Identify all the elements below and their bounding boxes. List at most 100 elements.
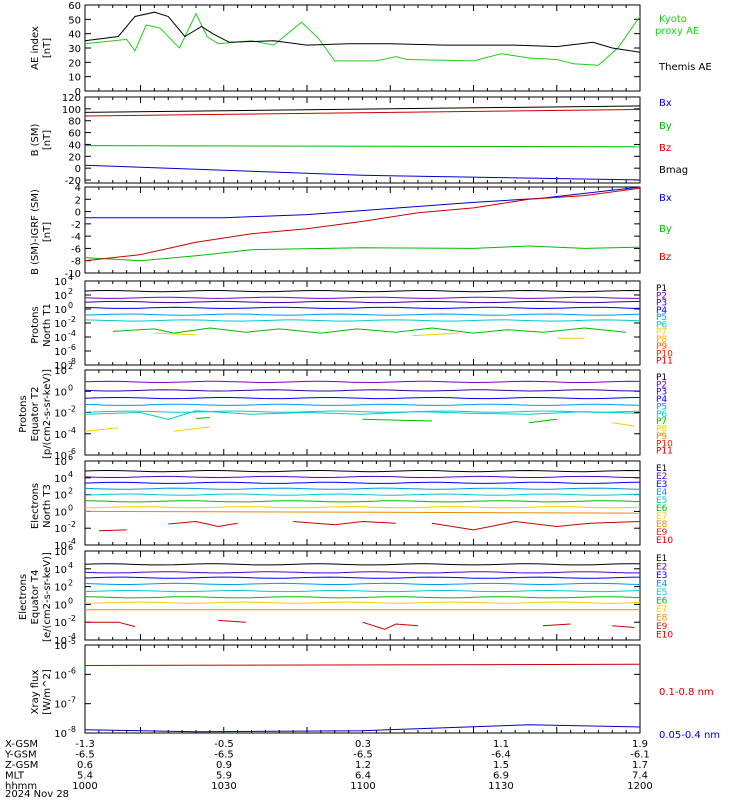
- y-tick-exponent: 0: [68, 503, 73, 512]
- flux-line: [84, 306, 641, 310]
- y-tick-exponent: -8: [68, 357, 76, 366]
- series-line-by: [84, 245, 641, 262]
- flux-line: [84, 389, 641, 392]
- axis-row-value: 1.2: [355, 760, 371, 771]
- y-tick-exponent: -5: [68, 637, 76, 646]
- y-tick-label: 10: [54, 409, 67, 420]
- axis-row-label: hhmm: [5, 781, 37, 792]
- y-tick-label: 10: [54, 583, 67, 594]
- protons-eq-label1: Protons: [18, 395, 29, 432]
- flux-line: [84, 576, 641, 579]
- xray-line: [84, 724, 641, 733]
- y-tick-exponent: -4: [68, 632, 76, 641]
- y-tick-label: 10: [54, 524, 67, 535]
- y-tick-label: 10: [54, 366, 67, 377]
- bsm-unit: [nT]: [42, 130, 53, 150]
- y-tick-exponent: 6: [68, 543, 73, 552]
- axis-row-value: 1200: [627, 781, 652, 792]
- flux-line: [84, 296, 641, 299]
- legend-p6: P6: [656, 410, 667, 420]
- legend-e8: E8: [656, 614, 668, 624]
- axis-row-value: 1.5: [493, 760, 509, 771]
- axis-row-value: -0.5: [214, 739, 234, 750]
- flux-segment: [431, 520, 641, 531]
- legend-e5: E5: [656, 496, 667, 506]
- y-tick-label: 10: [54, 565, 67, 576]
- flux-segment: [612, 625, 635, 628]
- legend-e3: E3: [656, 571, 667, 581]
- y-tick-label: 10: [54, 507, 67, 518]
- legend-p10: P10: [656, 349, 673, 359]
- legend-p2: P2: [656, 291, 667, 301]
- flux-segment: [218, 619, 246, 623]
- flux-line: [84, 475, 640, 479]
- y-tick-exponent: 2: [68, 287, 73, 296]
- axis-row-value: 6.9: [493, 771, 509, 782]
- y-tick-label: 2: [75, 195, 81, 206]
- legend-p8: P8: [656, 425, 667, 435]
- legend-p6: P6: [656, 320, 667, 330]
- panel-frame-3: [84, 186, 641, 274]
- flux-line: [84, 403, 641, 406]
- xray-label1: Xray flux: [30, 670, 41, 715]
- y-tick-label: 10: [54, 670, 67, 681]
- legend-p8: P8: [656, 335, 667, 345]
- flux-line: [84, 300, 641, 304]
- axis-row-label: MLT: [5, 771, 25, 782]
- y-tick-label: 30: [68, 44, 81, 55]
- y-tick-exponent: -2: [68, 614, 76, 623]
- legend-p3: P3: [656, 388, 667, 398]
- protons-eq-label3: [p/(cm2-s-sr-keV)]: [42, 369, 53, 459]
- y-tick-label: 10: [54, 636, 67, 647]
- panel-frame-2: [84, 96, 641, 184]
- y-tick-label: 10: [54, 641, 67, 652]
- y-tick-exponent: -2: [68, 520, 76, 529]
- bsm-ylabel: B (SM): [30, 123, 41, 156]
- y-tick-label: 10: [54, 457, 67, 468]
- y-tick-label: 40: [68, 140, 81, 151]
- y-tick-exponent: -6: [68, 343, 76, 352]
- y-tick-label: 80: [68, 117, 81, 128]
- y-tick-exponent: 0: [68, 301, 73, 310]
- flux-segment: [362, 418, 432, 422]
- axis-row-label: X-GSM: [5, 739, 38, 750]
- axis-row-value: -6.5: [353, 750, 373, 761]
- legend-dby: By: [659, 224, 672, 235]
- y-tick-label: 10: [54, 600, 67, 611]
- flux-line: [84, 493, 641, 496]
- flux-line: [84, 313, 641, 316]
- electrons-eq-label2: Equator T4: [30, 570, 41, 625]
- axis-row-value: 6.4: [355, 771, 371, 782]
- y-tick-label: -6: [71, 244, 81, 255]
- y-tick-label: -10: [65, 269, 81, 280]
- y-tick-label: 10: [54, 729, 67, 740]
- flux-segment: [195, 417, 210, 419]
- flux-segment: [98, 529, 127, 532]
- y-tick-label: 100: [62, 105, 81, 116]
- legend-e10: E10: [656, 536, 673, 546]
- protons-eq-label2: Equator T2: [30, 387, 41, 442]
- y-tick-exponent: -6: [68, 666, 76, 675]
- flux-line: [84, 582, 641, 586]
- y-tick-exponent: -4: [68, 537, 76, 546]
- legend-kyoto: Kyoto: [659, 14, 687, 25]
- flux-line: [84, 469, 641, 473]
- legend-e1: E1: [656, 464, 667, 474]
- legend-p4: P4: [656, 306, 667, 316]
- legend-e10: E10: [656, 631, 673, 641]
- series-line-bz: [84, 187, 641, 262]
- flux-line: [84, 589, 641, 593]
- y-tick-exponent: 6: [68, 453, 73, 462]
- y-tick-label: 50: [68, 15, 81, 26]
- legend-e4: E4: [656, 488, 668, 498]
- y-tick-label: 60: [68, 129, 81, 140]
- y-tick-label: 10: [54, 291, 67, 302]
- y-tick-exponent: -8: [68, 725, 76, 734]
- y-tick-exponent: 2: [68, 362, 73, 371]
- panel-frame-4: [84, 280, 641, 366]
- y-tick-label: 20: [68, 152, 81, 163]
- xray-label2: [W/m^2]: [42, 669, 53, 715]
- igrf-ylabel: B (SM)-IGRF (SM): [30, 189, 41, 275]
- y-tick-label: 10: [54, 430, 67, 441]
- y-tick-label: 10: [54, 361, 67, 372]
